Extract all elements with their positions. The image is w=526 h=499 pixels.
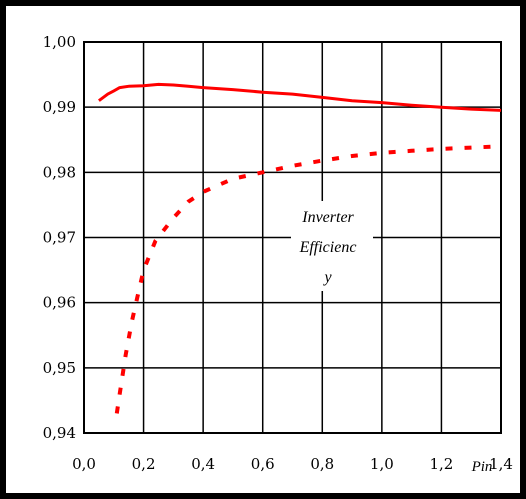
y-tick-label: 0,94 bbox=[43, 424, 76, 442]
y-tick-label: 0,98 bbox=[43, 163, 76, 181]
plot-border bbox=[83, 41, 502, 434]
annotation-background bbox=[291, 201, 373, 291]
x-tick-label: 0,8 bbox=[310, 455, 334, 473]
x-tick-label: 0,6 bbox=[251, 455, 275, 473]
series-line-2 bbox=[114, 144, 502, 414]
annotation-line-2: Efficienc bbox=[299, 239, 357, 256]
x-tick-label: 0,2 bbox=[132, 455, 156, 473]
series-layer bbox=[98, 82, 502, 414]
series-line-1 bbox=[98, 82, 502, 112]
y-tick-label: 0,95 bbox=[43, 359, 76, 377]
y-tick-label: 0,97 bbox=[43, 229, 76, 247]
x-tick-label: 0,0 bbox=[72, 455, 96, 473]
chart: 0,940,950,960,970,980,991,00 0,0 0,2 0,4 0,… bbox=[43, 33, 513, 475]
y-tick-labels: 0,94 0,95 0,96 0,97 0,98 0,99 1,00 bbox=[43, 33, 76, 442]
annotation-line-3: y bbox=[322, 269, 332, 286]
x-tick-label: 0,4 bbox=[191, 455, 215, 473]
annotation-line-1: Inverter bbox=[301, 209, 354, 226]
x-tick-labels: 0,0 0,2 0,4 0,6 0,8 1,0 1,2 1,4 bbox=[72, 455, 513, 473]
y-tick-label: 0,96 bbox=[43, 294, 76, 312]
y-tick-label: 0,99 bbox=[43, 98, 76, 116]
chart-frame: 0,94 0,95 0,96 0,97 0,98 0,99 1,00 0,0 0,2 0,4 0,… bbox=[6, 6, 520, 493]
x-tick-label: 1,2 bbox=[429, 455, 453, 473]
y-tick-label: 1,00 bbox=[43, 33, 76, 51]
x-axis-label: Pin bbox=[471, 459, 493, 475]
x-tick-label: 1,0 bbox=[370, 455, 394, 473]
x-tick-label: 1,4 bbox=[489, 455, 513, 473]
